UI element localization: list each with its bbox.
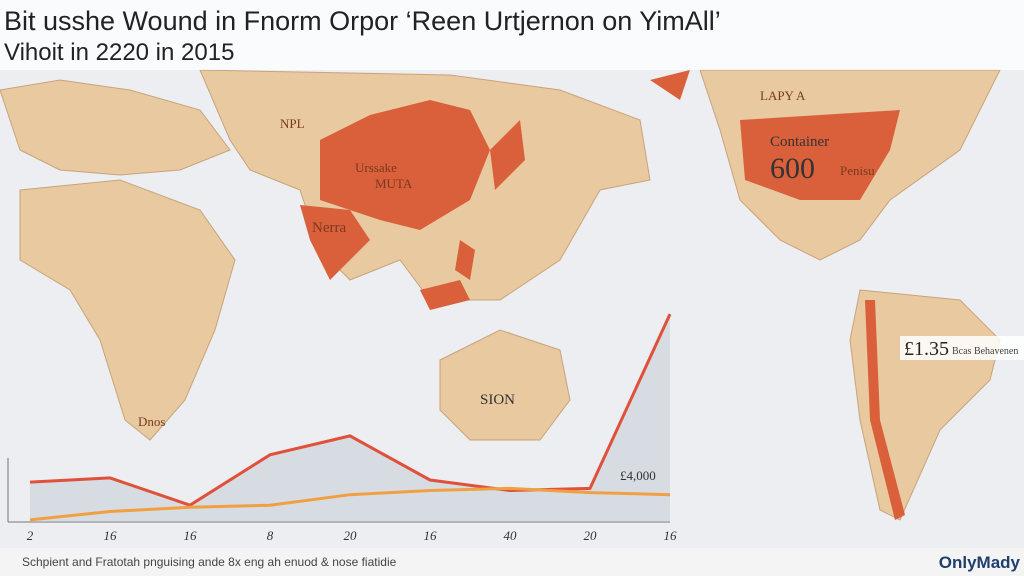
subtitle: Vihoit in 2220 in 2015 bbox=[4, 39, 234, 66]
map-label: NPL bbox=[280, 116, 305, 131]
footer-caption: Schpient and Fratotah pnguising ande 8x … bbox=[22, 555, 397, 569]
callout-value: £1.35 bbox=[904, 338, 949, 360]
area bbox=[30, 314, 670, 522]
x-tick-label: 20 bbox=[584, 528, 598, 543]
map-label: Penisu bbox=[840, 163, 875, 178]
highlight-regions bbox=[300, 70, 905, 520]
map-value: 600 bbox=[770, 152, 815, 185]
map-label: Urssake bbox=[355, 160, 397, 175]
annotation: £4,000 bbox=[620, 468, 656, 483]
x-tick-label: 16 bbox=[424, 528, 438, 543]
callout-label: Bcas Behavenen bbox=[952, 346, 1018, 357]
map-label: Dnos bbox=[138, 414, 165, 429]
title-band bbox=[0, 0, 1024, 70]
map-label: MUTA bbox=[375, 176, 413, 191]
logo: OnlyMady bbox=[939, 553, 1021, 572]
map-label: SION bbox=[480, 392, 515, 408]
callout-box bbox=[900, 336, 1024, 360]
footer-band bbox=[0, 548, 1024, 576]
x-tick-label: 16 bbox=[104, 528, 118, 543]
line-chart: 2 16 16 8 20 16 40 20 16 £4,000 bbox=[7, 313, 678, 543]
x-tick-label: 2 bbox=[27, 528, 34, 543]
series-line bbox=[29, 486, 671, 522]
x-tick-label: 40 bbox=[504, 528, 518, 543]
x-tick-label: 20 bbox=[344, 528, 358, 543]
map-label: Container bbox=[770, 134, 829, 150]
x-tick-label: 16 bbox=[184, 528, 198, 543]
series-line bbox=[29, 313, 672, 507]
map-label: LAPY A bbox=[760, 88, 806, 103]
x-tick-label: 16 bbox=[664, 528, 678, 543]
x-tick-label: 8 bbox=[267, 528, 274, 543]
map-label: Nerra bbox=[312, 220, 346, 236]
title: Bit usshe Wound in Fnorm Orpor ‘Reen Urt… bbox=[4, 6, 721, 36]
